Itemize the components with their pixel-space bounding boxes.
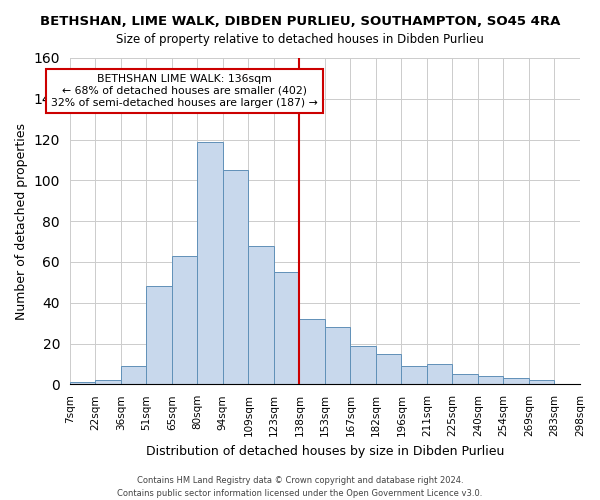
Bar — [146, 286, 172, 384]
Text: BETHSHAN LIME WALK: 136sqm
← 68% of detached houses are smaller (402)
32% of sem: BETHSHAN LIME WALK: 136sqm ← 68% of deta… — [51, 74, 318, 108]
Text: Contains HM Land Registry data © Crown copyright and database right 2024.
Contai: Contains HM Land Registry data © Crown c… — [118, 476, 482, 498]
Bar — [121, 366, 146, 384]
Bar — [248, 246, 274, 384]
Y-axis label: Number of detached properties: Number of detached properties — [15, 122, 28, 320]
Bar — [376, 354, 401, 384]
Bar — [503, 378, 529, 384]
Text: Size of property relative to detached houses in Dibden Purlieu: Size of property relative to detached ho… — [116, 32, 484, 46]
Text: BETHSHAN, LIME WALK, DIBDEN PURLIEU, SOUTHAMPTON, SO45 4RA: BETHSHAN, LIME WALK, DIBDEN PURLIEU, SOU… — [40, 15, 560, 28]
Bar — [274, 272, 299, 384]
Bar — [197, 142, 223, 384]
Bar — [70, 382, 95, 384]
Bar — [299, 319, 325, 384]
Bar — [452, 374, 478, 384]
Bar — [529, 380, 554, 384]
X-axis label: Distribution of detached houses by size in Dibden Purlieu: Distribution of detached houses by size … — [146, 444, 504, 458]
Bar — [172, 256, 197, 384]
Bar — [223, 170, 248, 384]
Bar — [478, 376, 503, 384]
Bar — [401, 366, 427, 384]
Bar — [95, 380, 121, 384]
Bar — [325, 327, 350, 384]
Bar — [350, 346, 376, 385]
Bar — [427, 364, 452, 384]
